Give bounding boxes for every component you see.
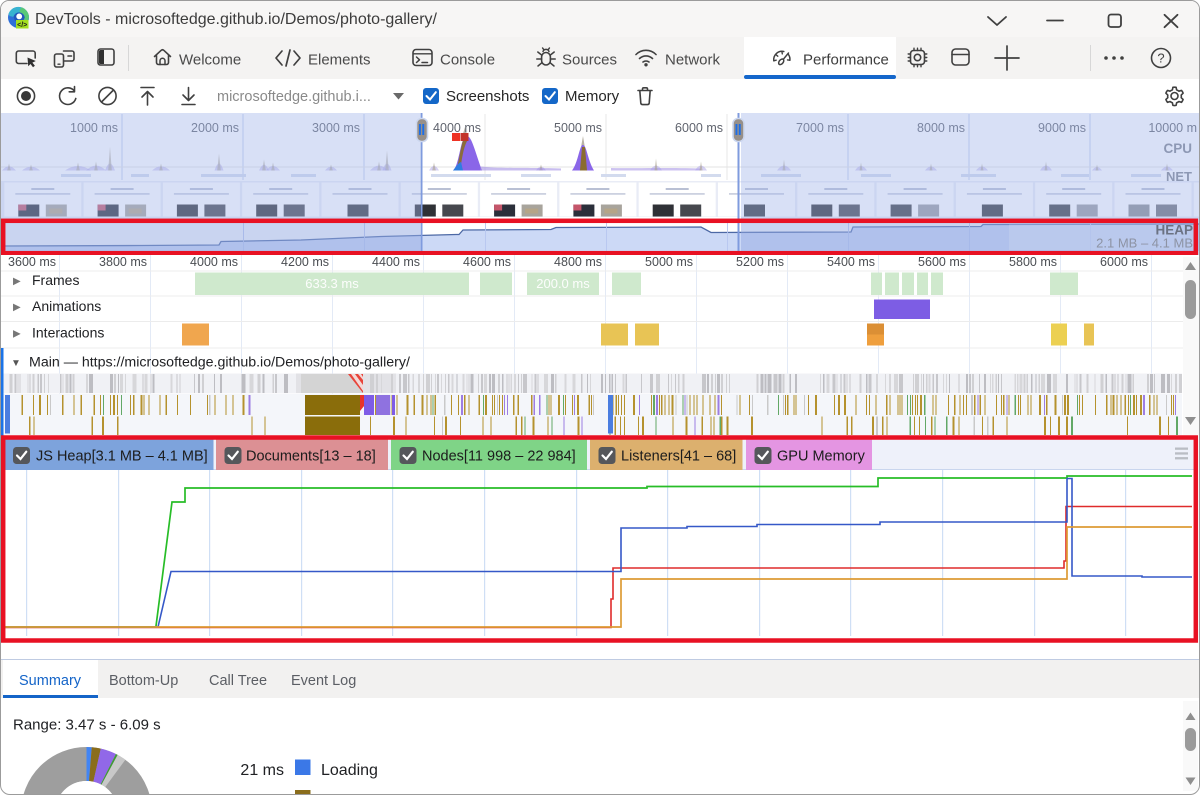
svg-text:Summary: Summary <box>19 673 82 689</box>
svg-text:200.0 ms: 200.0 ms <box>536 276 590 291</box>
svg-text:8000 ms: 8000 ms <box>917 121 965 135</box>
svg-text:NET: NET <box>1166 169 1192 184</box>
svg-text:21 ms: 21 ms <box>240 762 284 779</box>
svg-text:CPU: CPU <box>1163 141 1192 156</box>
svg-text:Event Log: Event Log <box>291 673 356 689</box>
svg-text:▶: ▶ <box>13 276 21 287</box>
svg-text:microsoftedge.github.i...: microsoftedge.github.i... <box>217 89 371 105</box>
svg-text:1000 ms: 1000 ms <box>70 121 118 135</box>
svg-text:Sources: Sources <box>562 52 617 69</box>
svg-text:4000 ms: 4000 ms <box>433 121 481 135</box>
svg-text:2.1 MB – 4.1 MB: 2.1 MB – 4.1 MB <box>1096 236 1193 251</box>
svg-text:5800 ms: 5800 ms <box>1009 255 1057 269</box>
svg-text:▼: ▼ <box>11 358 21 369</box>
svg-text:Frames: Frames <box>32 272 79 288</box>
svg-text:2000 ms: 2000 ms <box>191 121 239 135</box>
svg-text:4000 ms: 4000 ms <box>190 255 238 269</box>
svg-text:9000 ms: 9000 ms <box>1038 121 1086 135</box>
svg-text:Network: Network <box>665 52 721 69</box>
svg-text:Elements: Elements <box>308 52 371 69</box>
svg-text:</>: </> <box>17 22 27 29</box>
svg-text:Documents[13 – 18]: Documents[13 – 18] <box>246 449 376 465</box>
svg-text:4400 ms: 4400 ms <box>372 255 420 269</box>
svg-text:Main — https://microsoftedge.g: Main — https://microsoftedge.github.io/D… <box>29 355 410 371</box>
svg-text:3600 ms: 3600 ms <box>8 255 56 269</box>
svg-text:Range: 3.47 s - 6.09 s: Range: 3.47 s - 6.09 s <box>13 717 161 734</box>
svg-text:5400 ms: 5400 ms <box>827 255 875 269</box>
svg-text:Console: Console <box>440 52 495 69</box>
svg-text:GPU Memory: GPU Memory <box>777 449 866 465</box>
svg-text:HEAP: HEAP <box>1155 223 1193 238</box>
svg-text:4600 ms: 4600 ms <box>463 255 511 269</box>
svg-text:6000 ms: 6000 ms <box>675 121 723 135</box>
svg-text:5000 ms: 5000 ms <box>645 255 693 269</box>
svg-text:Interactions: Interactions <box>32 325 104 341</box>
svg-text:5200 ms: 5200 ms <box>736 255 784 269</box>
svg-text:7000 ms: 7000 ms <box>796 121 844 135</box>
svg-text:5600 ms: 5600 ms <box>918 255 966 269</box>
svg-text:Bottom-Up: Bottom-Up <box>109 673 178 689</box>
svg-text:5000 ms: 5000 ms <box>554 121 602 135</box>
svg-text:Animations: Animations <box>32 298 101 314</box>
svg-text:Call Tree: Call Tree <box>209 673 267 689</box>
svg-text:?: ? <box>1157 51 1164 66</box>
svg-text:10000 m: 10000 m <box>1148 121 1197 135</box>
svg-text:Screenshots: Screenshots <box>446 88 529 105</box>
svg-text:Performance: Performance <box>803 52 889 69</box>
svg-text:▶: ▶ <box>13 329 21 340</box>
svg-text:4200 ms: 4200 ms <box>281 255 329 269</box>
svg-text:Loading: Loading <box>321 762 378 779</box>
svg-text:Listeners[41 – 68]: Listeners[41 – 68] <box>621 449 736 465</box>
svg-text:633.3 ms: 633.3 ms <box>305 276 359 291</box>
svg-text:3800 ms: 3800 ms <box>99 255 147 269</box>
svg-text:Welcome: Welcome <box>179 52 241 69</box>
svg-text:Memory: Memory <box>565 88 620 105</box>
svg-text:JS Heap[3.1 MB – 4.1 MB]: JS Heap[3.1 MB – 4.1 MB] <box>36 449 208 465</box>
svg-text:6000 ms: 6000 ms <box>1100 255 1148 269</box>
svg-text:Nodes[11 998 – 22 984]: Nodes[11 998 – 22 984] <box>422 449 576 465</box>
svg-text:3000 ms: 3000 ms <box>312 121 360 135</box>
svg-text:▶: ▶ <box>13 302 21 313</box>
svg-text:4800 ms: 4800 ms <box>554 255 602 269</box>
svg-text:DevTools - microsoftedge.githu: DevTools - microsoftedge.github.io/Demos… <box>35 11 438 28</box>
